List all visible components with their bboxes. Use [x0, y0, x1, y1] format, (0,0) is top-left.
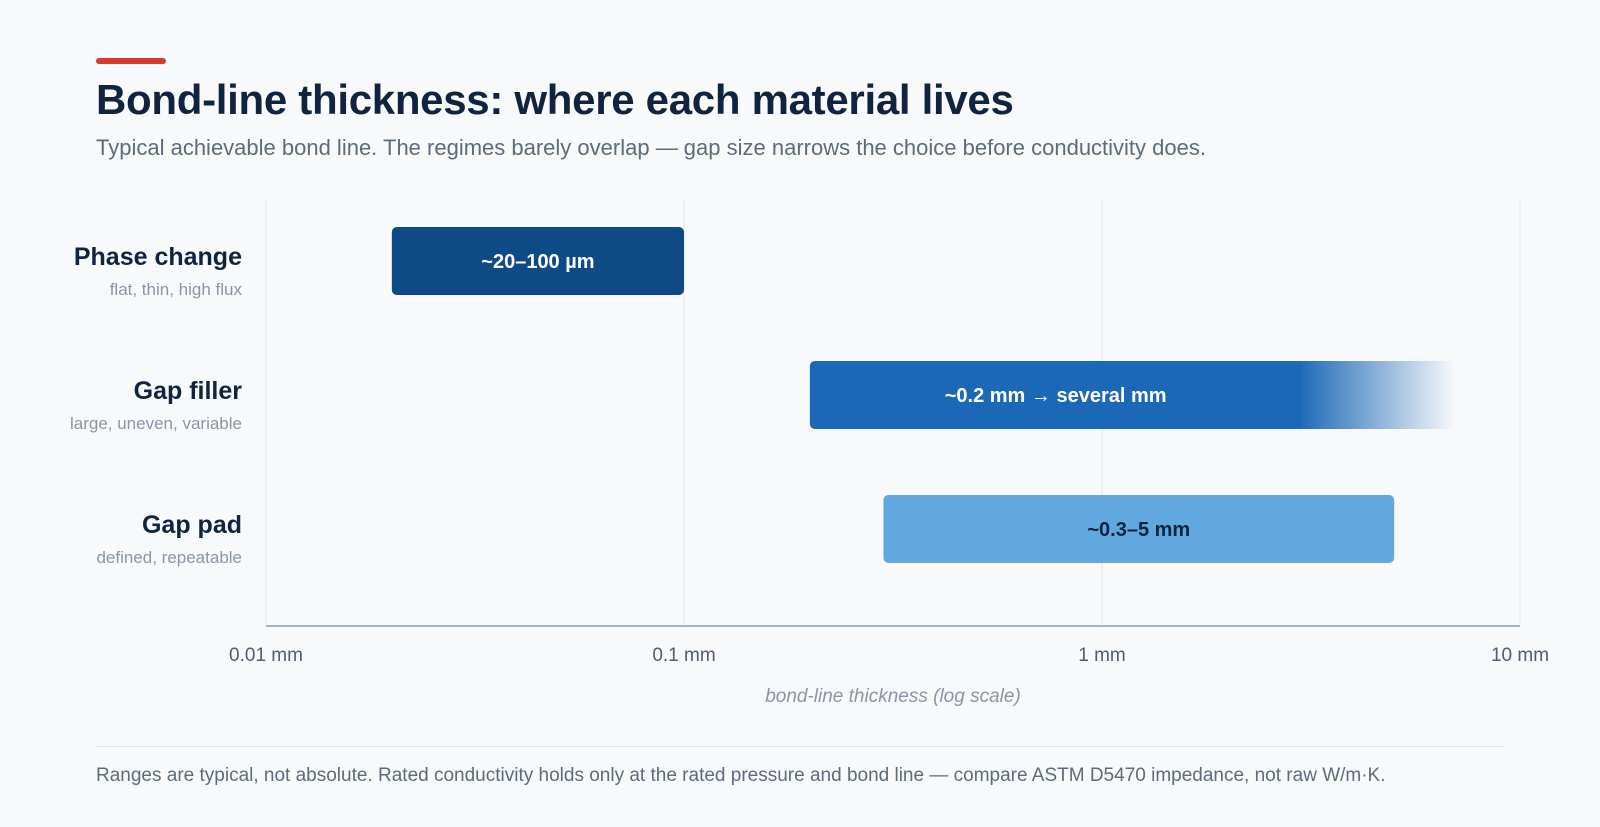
range-bar: [391, 227, 684, 295]
range-bar: [883, 495, 1395, 563]
x-tick-label: 0.1 mm: [652, 645, 715, 666]
footer-divider: [96, 746, 1504, 747]
category-description: defined, repeatable: [96, 548, 242, 567]
category-description: large, uneven, variable: [70, 414, 242, 433]
accent-bar: [96, 58, 166, 64]
bar-value-label: ~0.3–5 mm: [1087, 519, 1190, 541]
footnote: Ranges are typical, not absolute. Rated …: [96, 765, 1386, 786]
x-tick-label: 0.01 mm: [229, 645, 303, 666]
chart-subtitle: Typical achievable bond line. The regime…: [96, 135, 1206, 160]
range-bar: [809, 361, 1302, 429]
category-name: Gap pad: [142, 511, 242, 539]
category-name: Gap filler: [134, 377, 243, 405]
range-bar-chart: ~20–100 µm~0.2 mm → several mm~0.3–5 mm …: [70, 200, 1549, 707]
bar-value-label: ~20–100 µm: [481, 251, 594, 273]
x-tick-label: 10 mm: [1491, 645, 1549, 666]
bar-layer: ~20–100 µm ~0.2 mm → several mm ~0.3–5 mm: [391, 227, 1456, 563]
category-label-layer: Phase change flat, thin, high flux Gap fil…: [70, 243, 243, 567]
chart-title: Bond-line thickness: where each material…: [96, 76, 1014, 123]
bar-value-label: ~0.2 mm → several mm: [945, 385, 1167, 407]
x-axis-title: bond-line thickness (log scale): [765, 686, 1021, 707]
category-name: Phase change: [74, 243, 242, 271]
bar-fade-extension: [1297, 361, 1456, 429]
x-tick-label: 1 mm: [1078, 645, 1126, 666]
x-axis: 0.01 mm 0.1 mm 1 mm 10 mm bond-line thicknes…: [229, 625, 1549, 707]
category-description: flat, thin, high flux: [110, 280, 243, 299]
